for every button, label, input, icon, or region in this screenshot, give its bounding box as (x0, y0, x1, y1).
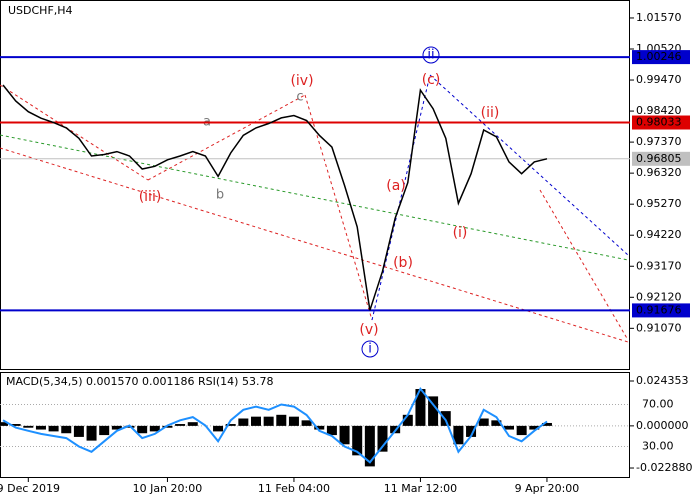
chart-title: USDCHF,H4 (8, 4, 73, 17)
trend-lines (0, 74, 629, 343)
y-tick-label: 1.01570 (636, 11, 682, 24)
level-label: 1.00246 (636, 50, 682, 63)
price-line (2, 84, 548, 311)
y-tick-label: 0.000000 (636, 419, 689, 432)
level-box (632, 303, 690, 318)
histogram-bar (251, 416, 261, 426)
x-tick-label: 10 Jan 20:00 (133, 482, 203, 495)
level-label: 0.96805 (636, 152, 682, 165)
histogram-bar (402, 414, 413, 426)
y-tick-label: 0.024353 (636, 374, 689, 387)
histogram-bar (301, 420, 312, 426)
histogram-bar (35, 425, 46, 430)
level-box (632, 115, 690, 130)
y-tick-label: 0.99470 (636, 73, 682, 86)
histogram-bar (339, 425, 350, 445)
wave-label: (a) (386, 178, 406, 194)
histogram-bar (466, 425, 477, 437)
trend-line (0, 84, 149, 181)
trend-line (304, 94, 373, 321)
indicator-title: MACD(5,34,5) 0.001570 0.001186 RSI(14) 5… (6, 375, 273, 388)
histogram-bar (10, 424, 21, 426)
histogram-bar (377, 425, 388, 452)
wave-label: (ii) (481, 105, 500, 121)
histogram-bar (225, 424, 236, 426)
histogram-bar (0, 422, 8, 426)
rsi-line (2, 386, 548, 464)
histogram-bar (314, 425, 325, 430)
histogram-bar (541, 422, 552, 426)
y-tick-label: 0.94220 (636, 228, 682, 241)
wave-label: b (216, 188, 224, 203)
wave-circle (361, 340, 379, 358)
price-frame (0, 0, 630, 370)
wave-label: (i) (453, 225, 468, 241)
histogram-bar (238, 418, 249, 426)
histogram-bar (516, 425, 527, 436)
y-tick-label: 0.96320 (636, 166, 682, 179)
trend-line (371, 74, 431, 321)
wave-label: (c) (422, 72, 441, 88)
wave-label: (b) (393, 255, 413, 271)
y-tick-label: 0.95270 (636, 197, 682, 210)
y2-tick-label: 70.00 (642, 398, 674, 411)
trend-line (0, 147, 629, 343)
level-box (632, 151, 690, 166)
wave-circle (422, 46, 440, 64)
histogram-bar (99, 425, 110, 436)
histogram-bar (428, 396, 439, 426)
histogram-bar (478, 418, 489, 426)
trend-line (539, 189, 629, 341)
wave-label: (iv) (290, 73, 313, 89)
histogram-bar (276, 414, 287, 426)
x-tick-label: 11 Mar 12:00 (384, 482, 457, 495)
histogram-bar (111, 425, 122, 430)
histogram-bar (415, 389, 426, 426)
wave-label: i (368, 342, 372, 357)
histogram-bar (364, 425, 375, 467)
trend-line (147, 94, 306, 181)
histogram-bar (137, 425, 148, 434)
y-tick-label: 0.97370 (636, 135, 682, 148)
histogram-bar (149, 425, 160, 432)
wave-label: (iii) (139, 189, 162, 205)
histogram-bar (326, 425, 337, 436)
y-tick-label: 0.93170 (636, 259, 682, 272)
histogram-bar (352, 425, 363, 456)
x-tick-label: 9 Dec 2019 (0, 482, 60, 495)
histogram-bar (453, 425, 464, 445)
histogram-bar (288, 416, 299, 426)
histogram-bar (263, 416, 274, 426)
histogram-bar (213, 425, 224, 432)
y-tick-label: -0.022880 (636, 461, 692, 474)
wave-label: c (296, 90, 303, 105)
histogram-bar (162, 425, 173, 428)
histogram-bar (187, 422, 198, 426)
x-tick-label: 9 Apr 20:00 (515, 482, 580, 495)
level-box (632, 50, 690, 65)
y-tick-label: 0.98420 (636, 104, 682, 117)
x-tick-label: 11 Feb 04:00 (258, 482, 330, 495)
wave-label: (v) (359, 322, 378, 338)
y-tick-label: 0.92120 (636, 290, 682, 303)
trend-line (429, 74, 629, 256)
histogram-bar (86, 425, 97, 441)
histogram-bar (440, 411, 451, 426)
histogram-bar (175, 424, 186, 426)
level-label: 0.91676 (636, 303, 682, 316)
y2-tick-label: 30.00 (642, 440, 674, 453)
histogram-bar (61, 425, 72, 434)
y-tick-label: 0.91070 (636, 321, 682, 334)
histogram-bar (491, 420, 502, 426)
level-label: 0.98033 (636, 116, 682, 129)
wave-label: ii (427, 48, 434, 63)
histogram-bar (529, 425, 540, 430)
histogram-bar (48, 425, 59, 432)
trend-line (0, 134, 629, 261)
histogram-bar (23, 425, 34, 428)
histogram-bar (73, 425, 84, 437)
histogram-bar (504, 425, 514, 430)
